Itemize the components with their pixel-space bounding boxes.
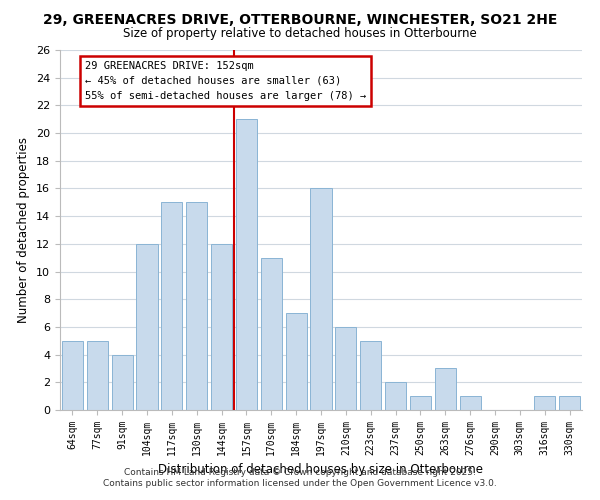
Bar — [534, 396, 555, 410]
Bar — [559, 396, 580, 410]
Bar — [186, 202, 207, 410]
Text: 29, GREENACRES DRIVE, OTTERBOURNE, WINCHESTER, SO21 2HE: 29, GREENACRES DRIVE, OTTERBOURNE, WINCH… — [43, 12, 557, 26]
Bar — [87, 341, 108, 410]
Bar — [161, 202, 182, 410]
Bar — [435, 368, 456, 410]
Bar — [211, 244, 232, 410]
Bar — [261, 258, 282, 410]
Bar — [360, 341, 381, 410]
Bar — [136, 244, 158, 410]
Text: 29 GREENACRES DRIVE: 152sqm
← 45% of detached houses are smaller (63)
55% of sem: 29 GREENACRES DRIVE: 152sqm ← 45% of det… — [85, 61, 366, 100]
Bar — [286, 313, 307, 410]
Bar — [335, 327, 356, 410]
Text: Contains HM Land Registry data © Crown copyright and database right 2025.
Contai: Contains HM Land Registry data © Crown c… — [103, 468, 497, 487]
Bar — [236, 119, 257, 410]
Bar — [112, 354, 133, 410]
Bar — [62, 341, 83, 410]
Bar — [385, 382, 406, 410]
X-axis label: Distribution of detached houses by size in Otterbourne: Distribution of detached houses by size … — [158, 464, 484, 476]
Bar — [410, 396, 431, 410]
Bar — [310, 188, 332, 410]
Bar — [460, 396, 481, 410]
Text: Size of property relative to detached houses in Otterbourne: Size of property relative to detached ho… — [123, 28, 477, 40]
Y-axis label: Number of detached properties: Number of detached properties — [17, 137, 31, 323]
